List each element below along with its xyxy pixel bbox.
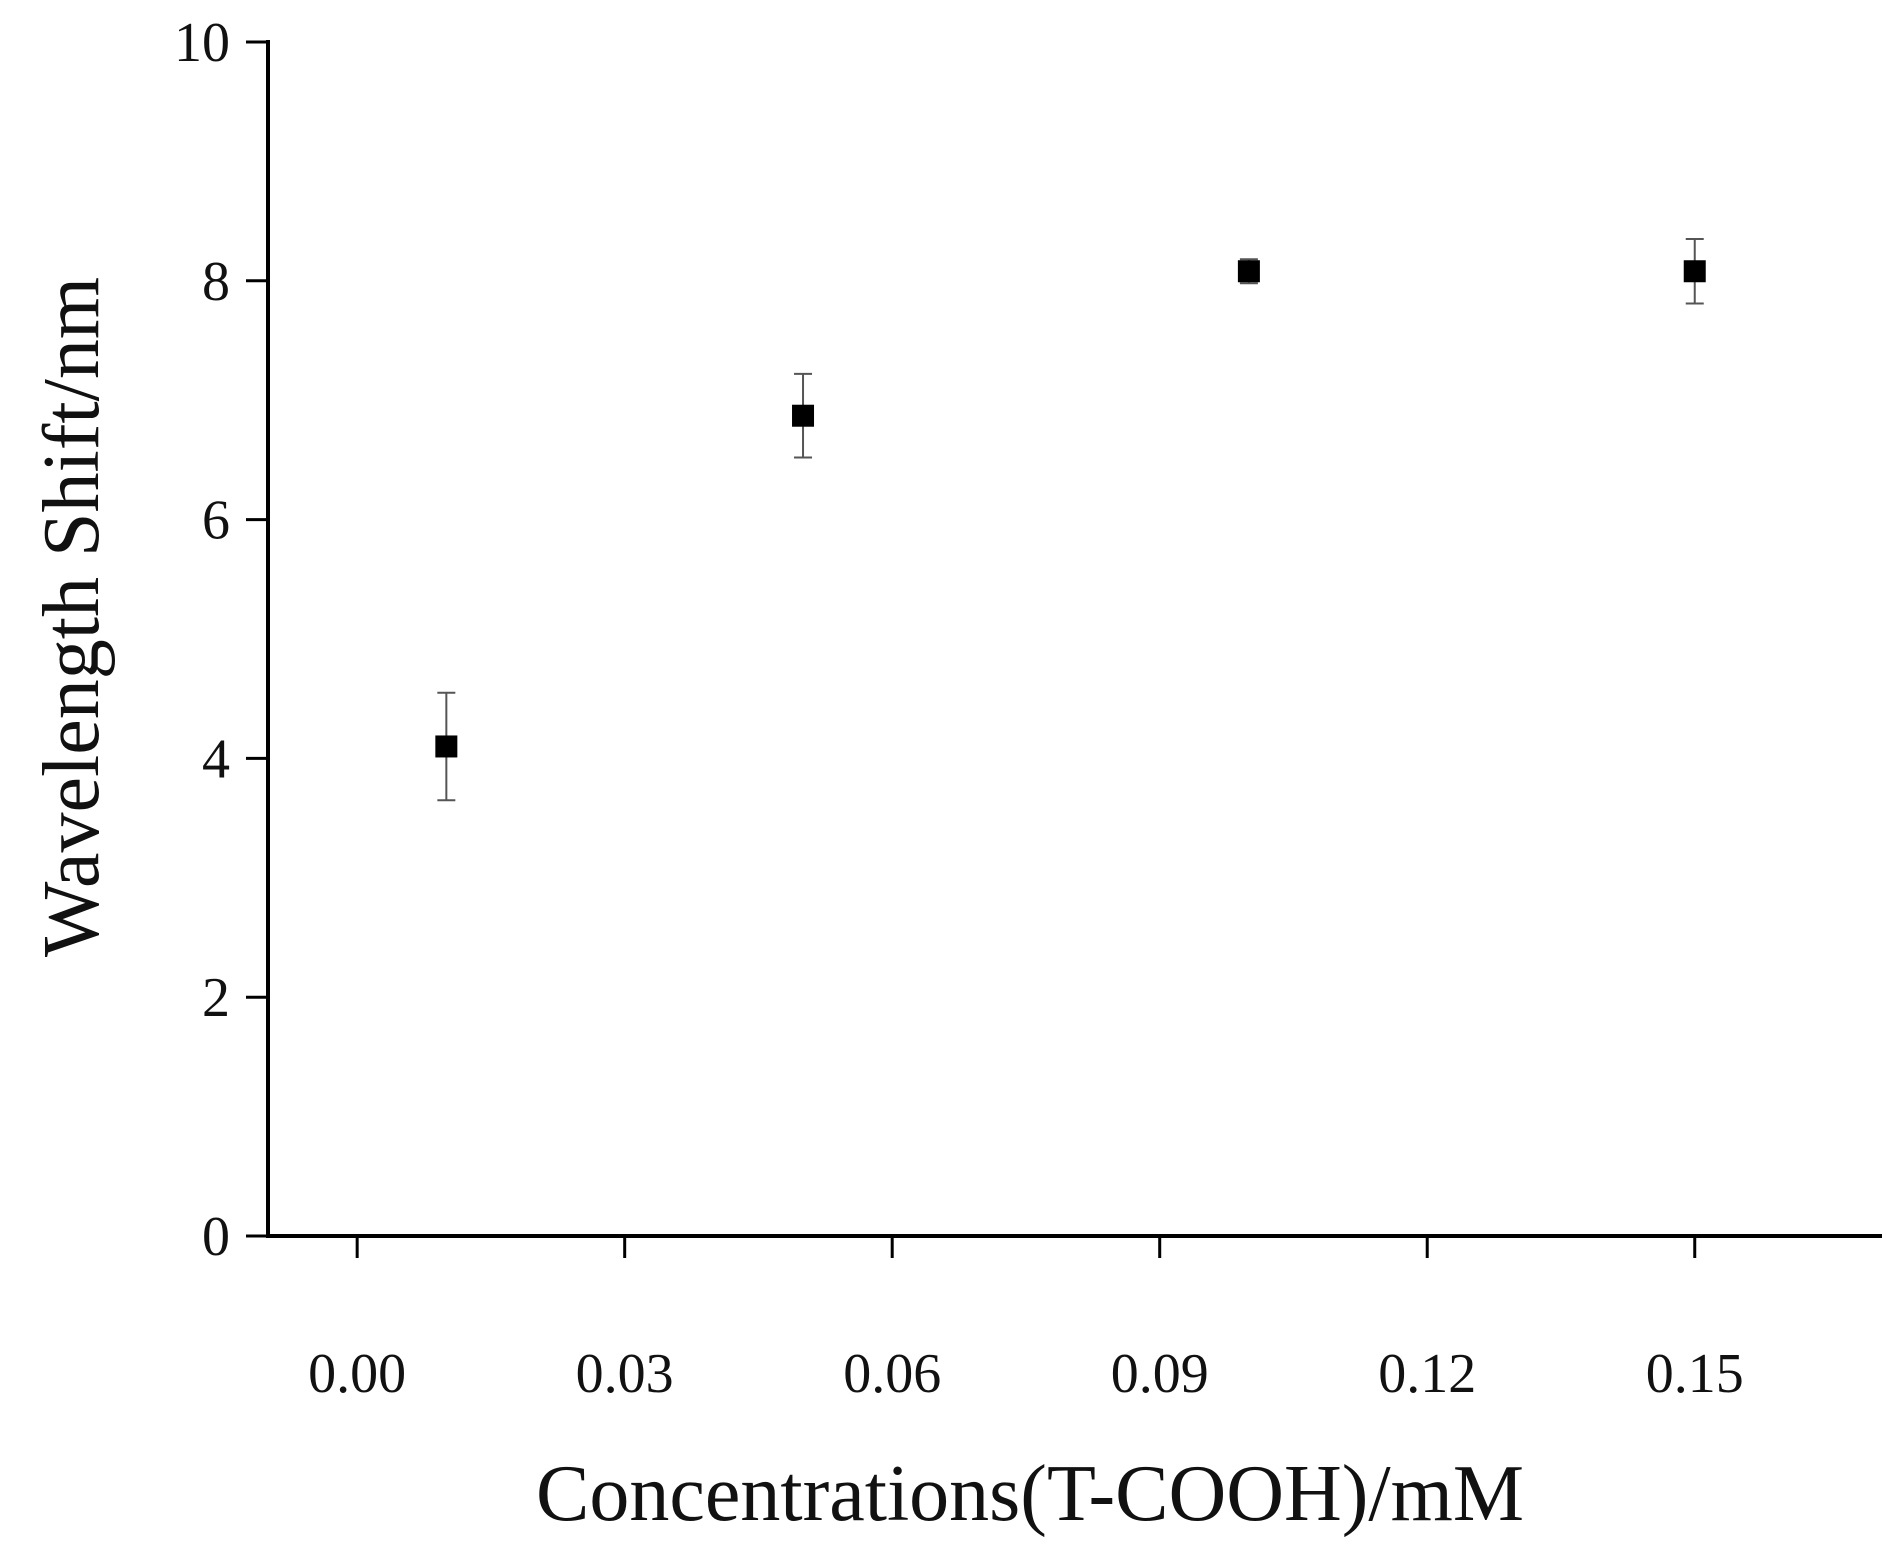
y-tick-label-1: 2	[202, 967, 230, 1029]
data-point-1	[792, 404, 815, 427]
x-tick-label-4: 0.12	[1378, 1343, 1476, 1405]
x-tick-label-3: 0.09	[1111, 1343, 1209, 1405]
y-tick-label-2: 4	[202, 728, 230, 790]
x-axis-title: Concentrations(T-COOH)/mM	[536, 1450, 1524, 1538]
data-point-2	[1237, 260, 1260, 283]
data-point-3	[1683, 260, 1706, 283]
y-tick-label-0: 0	[202, 1206, 230, 1268]
x-tick-label-1: 0.03	[576, 1343, 674, 1405]
x-tick-label-0: 0.00	[308, 1343, 406, 1405]
x-tick-label-5: 0.15	[1646, 1343, 1744, 1405]
y-tick-label-4: 8	[202, 251, 230, 313]
x-tick-label-2: 0.06	[843, 1343, 941, 1405]
y-tick-label-5: 10	[174, 12, 230, 74]
data-point-0	[435, 735, 458, 758]
plot-area: 0 2 4 6 8 10 0.00 0.03 0.06 0.09 0.12 0.15	[174, 12, 1882, 1405]
y-axis-title: Wavelength Shift/nm	[28, 277, 116, 957]
y-tick-label-3: 6	[202, 490, 230, 552]
